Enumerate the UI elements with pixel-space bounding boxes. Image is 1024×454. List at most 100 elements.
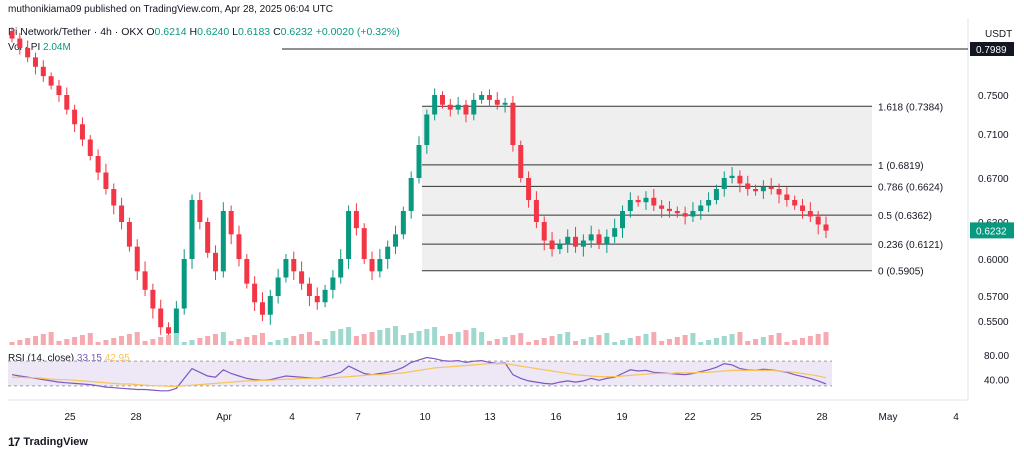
volume-bar [620, 340, 625, 345]
open-label: O [146, 26, 155, 38]
volume-bar [760, 337, 766, 345]
last-price-tag-text: 0.6232 [976, 226, 1007, 237]
volume-bar [432, 327, 438, 345]
volume-bar [815, 334, 821, 345]
candle [486, 95, 492, 100]
candle [9, 31, 15, 39]
candle [674, 211, 680, 214]
volume-bar [768, 335, 774, 345]
volume-bar [635, 336, 641, 345]
volume-bar [111, 338, 117, 345]
low-label: L [232, 26, 239, 38]
candle [682, 213, 688, 217]
volume-bar [447, 334, 453, 345]
volume-bar [565, 332, 571, 345]
volume-bar [72, 337, 78, 345]
candle [173, 308, 179, 334]
candle [25, 47, 31, 58]
volume-bar [291, 336, 297, 345]
open-value: 0.6214 [154, 26, 187, 38]
x-tick-label: 28 [816, 412, 828, 423]
volume-bar [408, 333, 414, 345]
change-value: +0.0020 (+0.32%) [315, 26, 400, 38]
volume-bar [518, 333, 524, 345]
candle [706, 200, 712, 206]
candle [713, 189, 719, 200]
rsi-ma-value: 42.95 [104, 353, 130, 364]
x-tick-label: 13 [484, 412, 496, 423]
volume-bar [314, 341, 320, 345]
volume-bar [197, 338, 203, 345]
volume-bar [267, 342, 273, 345]
candle [815, 216, 821, 225]
volume-bar [674, 337, 680, 345]
candle [338, 259, 344, 278]
candle [627, 200, 633, 211]
volume-bar [627, 338, 633, 345]
candle [729, 175, 735, 178]
volume-bar [533, 340, 539, 345]
candle [197, 200, 203, 222]
x-tick-label: 10 [419, 412, 431, 423]
volume-bar [596, 335, 602, 345]
publisher-line: muthonikiama09 published on TradingView.… [8, 4, 334, 15]
candle [533, 200, 539, 222]
x-tick-label: 25 [750, 412, 762, 423]
candle [79, 124, 85, 140]
x-tick-label: Apr [216, 412, 232, 423]
fib-zone [422, 106, 872, 271]
volume-bar [306, 332, 312, 345]
footer-brand: TradingView [23, 436, 88, 448]
volume-label: Vol · PI [8, 42, 41, 53]
volume-bar [792, 340, 798, 345]
rsi-label: RSI (14, close) [8, 353, 75, 364]
volume-bar [588, 337, 594, 345]
candle [439, 95, 445, 105]
candle [142, 271, 148, 290]
volume-bar [604, 333, 610, 345]
volume-bar [494, 339, 500, 345]
candle [72, 109, 78, 125]
x-tick-label: 19 [616, 412, 628, 423]
candle [385, 246, 391, 259]
candle [126, 222, 132, 247]
candle [557, 244, 563, 250]
candle [259, 302, 265, 315]
candle [95, 156, 101, 173]
candle [659, 205, 665, 209]
rsi-tick-label: 80.00 [984, 351, 1009, 362]
volume-bar [800, 338, 806, 345]
volume-bar [299, 334, 305, 345]
volume-bar [56, 341, 62, 345]
rsi-value: 33.15 [76, 353, 102, 364]
volume-bar [48, 332, 54, 345]
candle [87, 139, 93, 156]
candle [228, 211, 234, 235]
currency-label: USDT [985, 29, 1012, 40]
candle [635, 200, 641, 203]
candle [330, 277, 336, 290]
candle [181, 259, 187, 309]
candle [800, 205, 806, 211]
volume-bar [64, 339, 70, 345]
candle [651, 197, 657, 206]
close-value: 0.6232 [280, 26, 313, 38]
volume-bar [463, 330, 469, 345]
candle [361, 228, 367, 259]
volume-bar [557, 334, 563, 345]
x-tick-label: May [879, 412, 898, 423]
candle [518, 145, 524, 178]
candle [236, 234, 242, 259]
tradingview-footer: 17 TradingView [8, 435, 88, 449]
candle [823, 224, 829, 231]
candle [447, 104, 453, 110]
candle [400, 211, 406, 235]
volume-value: 2.04M [43, 42, 71, 53]
x-tick-label: 4 [953, 412, 959, 423]
volume-bar [361, 334, 367, 345]
fib-label: 0.5 (0.6362) [878, 211, 932, 222]
candle [252, 283, 258, 303]
volume-bar [134, 332, 140, 345]
x-tick-label: 28 [130, 412, 142, 423]
